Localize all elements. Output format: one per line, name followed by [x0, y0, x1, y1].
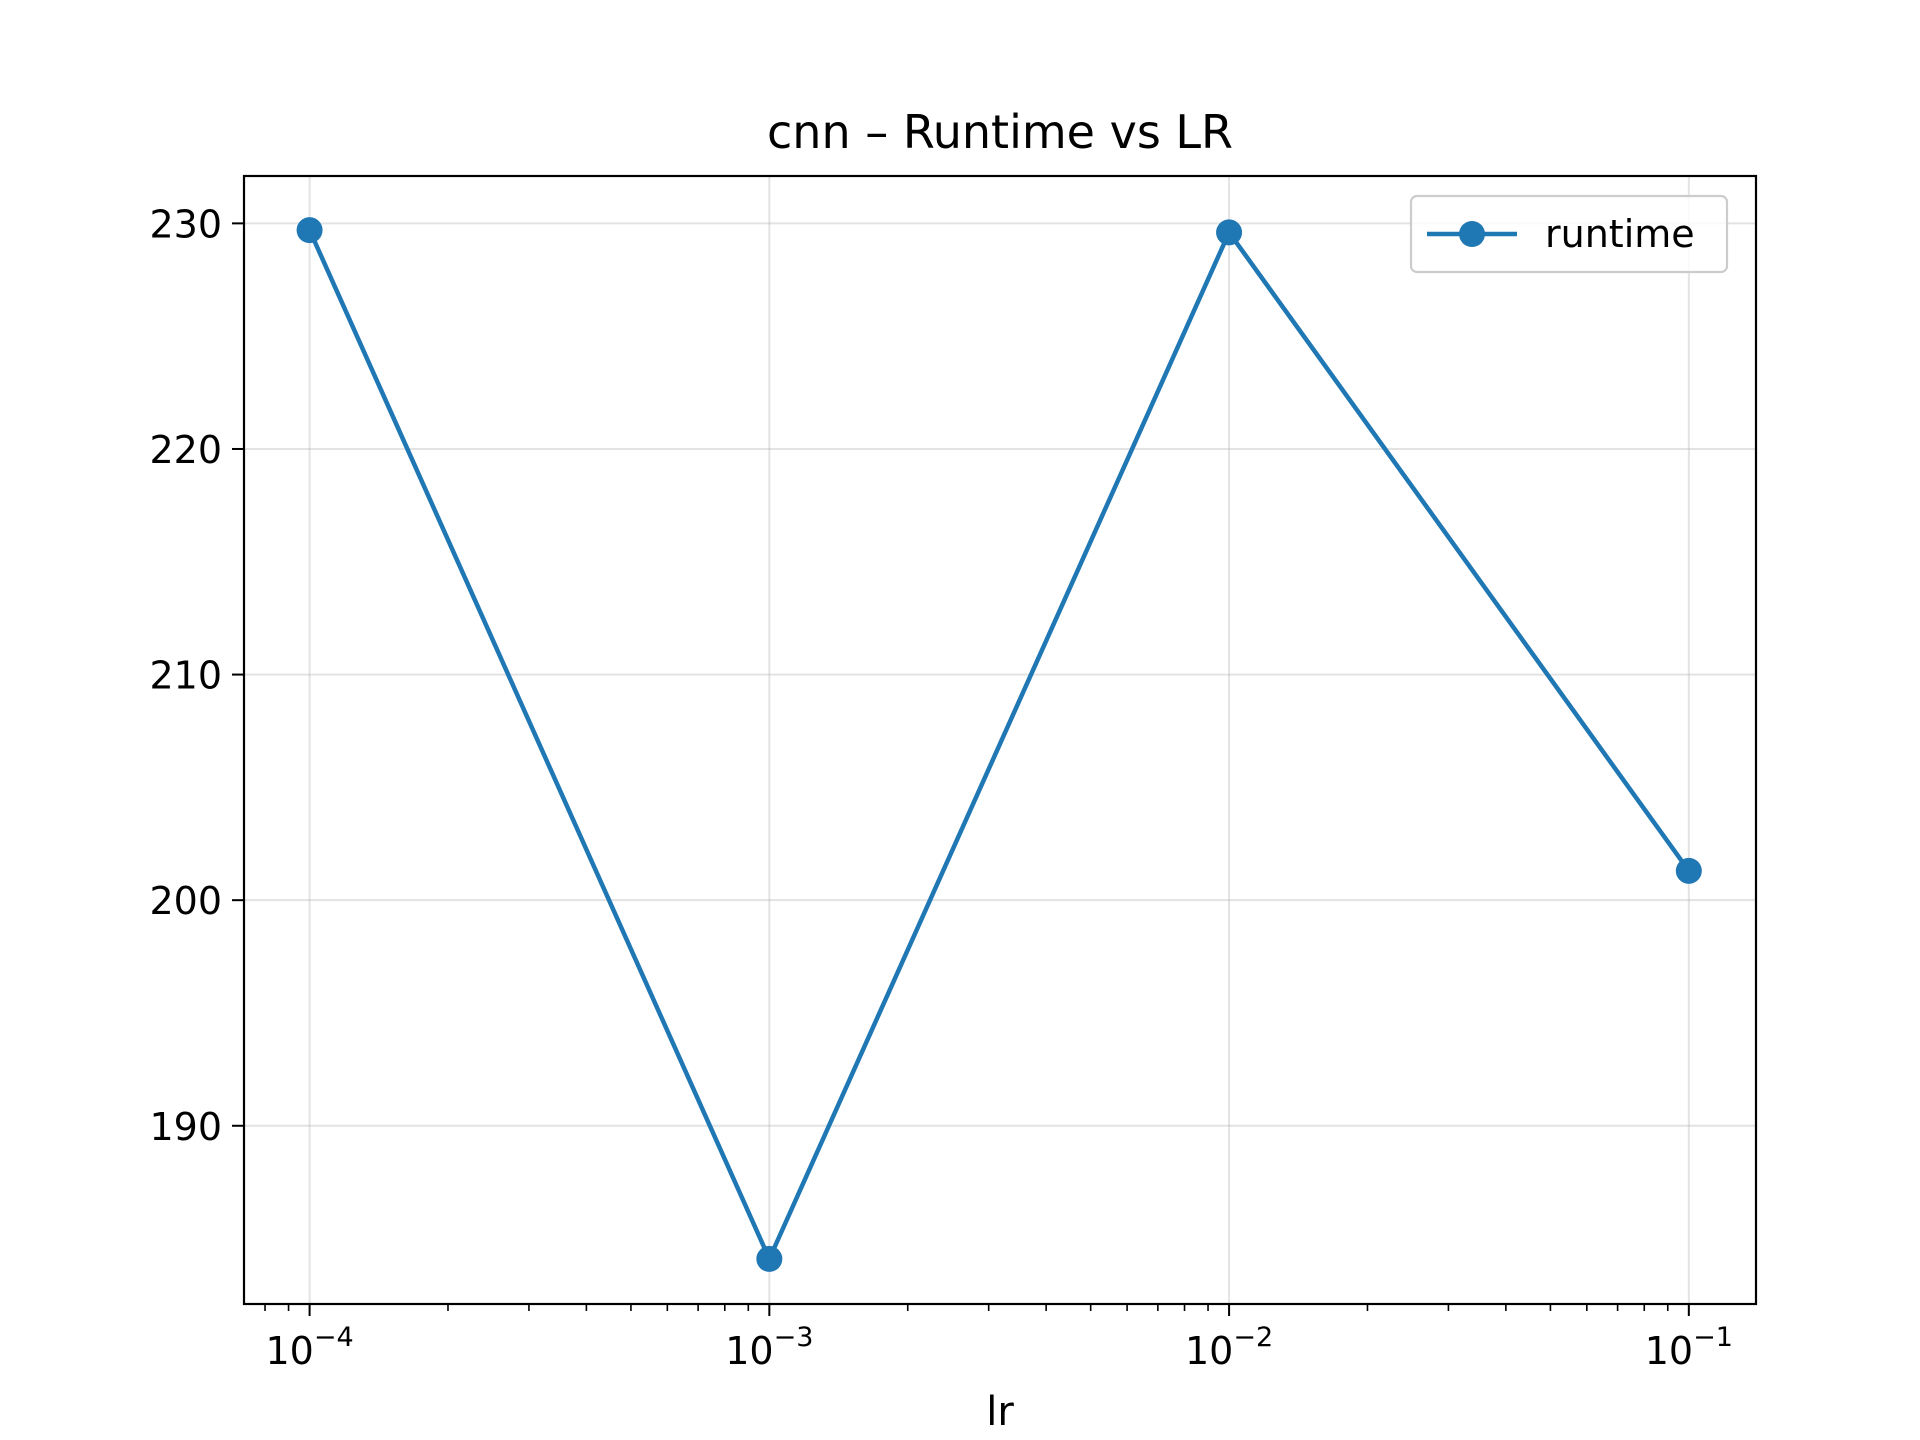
series-line-runtime: [307, 229, 1691, 1262]
x-minor-ticks: [264, 1304, 1669, 1311]
y-tick-label-0: 190: [149, 1105, 222, 1149]
x-tick-label-1: 10−3: [725, 1322, 813, 1373]
chart-title: cnn – Runtime vs LR: [767, 105, 1233, 159]
y-tick-label-4: 230: [149, 202, 222, 246]
x-tick-label-2: 10−2: [1185, 1322, 1273, 1373]
data-point-runtime-2: [1216, 219, 1243, 246]
series-group: [296, 217, 1702, 1272]
x-axis-ticks: 10−4 10−3 10−2 10−1: [266, 1304, 1733, 1373]
y-tick-label-1: 200: [149, 879, 222, 923]
x-axis-label: lr: [986, 1389, 1014, 1435]
data-point-runtime-0: [296, 217, 323, 244]
legend: runtime: [1409, 194, 1729, 274]
y-axis-ticks: 190 200 210 220 230: [149, 202, 244, 1149]
legend-marker-runtime: [1459, 221, 1485, 247]
y-tick-label-3: 220: [149, 428, 222, 472]
x-tick-label-0: 10−4: [266, 1322, 354, 1373]
data-point-runtime-1: [756, 1245, 783, 1272]
grid-lines: [244, 176, 1756, 1304]
data-point-runtime-3: [1675, 857, 1702, 884]
plot-frame: [242, 174, 1758, 1306]
legend-box: [1409, 194, 1729, 274]
x-tick-label-3: 10−1: [1645, 1322, 1733, 1373]
legend-label-runtime: runtime: [1545, 212, 1695, 256]
y-tick-label-2: 210: [149, 654, 222, 698]
